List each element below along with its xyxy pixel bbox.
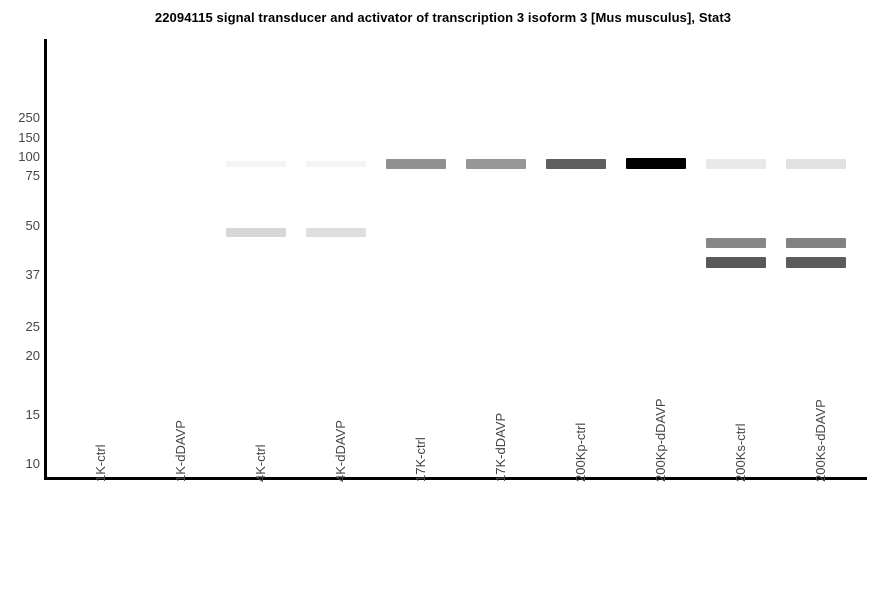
y-tick-label-25: 25: [25, 319, 40, 334]
y-tick-label-150: 150: [18, 130, 40, 145]
y-tick-label-37: 37: [25, 267, 40, 282]
chart-title: 22094115 signal transducer and activator…: [154, 10, 732, 25]
y-tick-label-100: 100: [18, 149, 40, 164]
band-200Ks-dDAVP-90kda: [786, 158, 846, 169]
y-tick-label-10: 10: [25, 456, 40, 471]
band-4K-dDAVP-90kda: [306, 160, 366, 167]
band-4K-ctrl-48kda: [226, 228, 286, 238]
band-200Ks-dDAVP-45kda: [786, 238, 846, 249]
band-4K-ctrl-90kda: [226, 160, 286, 167]
band-200Ks-ctrl-45kda: [706, 238, 766, 249]
y-tick-label-250: 250: [18, 110, 40, 125]
y-tick-label-50: 50: [25, 218, 40, 233]
y-tick-label-15: 15: [25, 407, 40, 422]
band-200Ks-ctrl-40kda: [706, 256, 766, 268]
x-axis-line: [44, 477, 867, 480]
band-200Kp-dDAVP-90kda: [626, 158, 686, 170]
band-17K-dDAVP-90kda: [466, 158, 526, 169]
band-200Ks-dDAVP-40kda: [786, 256, 846, 268]
band-200Kp-ctrl-90kda: [546, 158, 606, 169]
band-4K-dDAVP-48kda: [306, 228, 366, 238]
band-17K-ctrl-90kda: [386, 158, 446, 169]
y-axis-line: [44, 39, 47, 480]
y-tick-label-75: 75: [25, 168, 40, 183]
band-200Ks-ctrl-90kda: [706, 158, 766, 169]
y-tick-label-20: 20: [25, 348, 40, 363]
